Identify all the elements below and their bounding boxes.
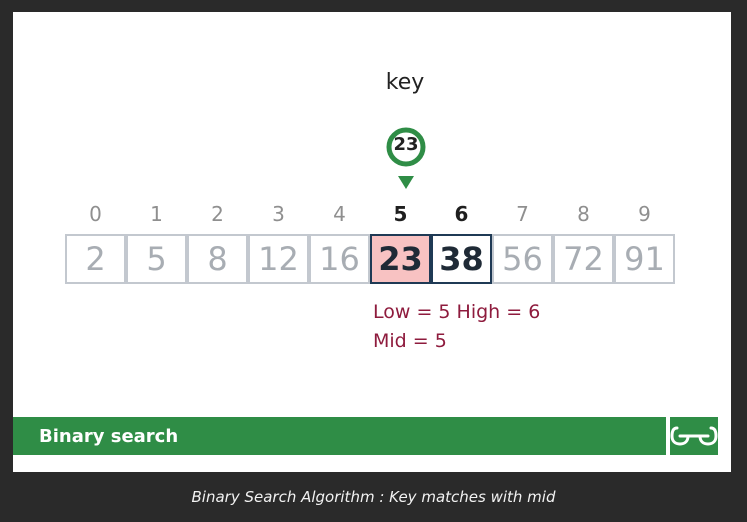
array-cell-0: 2 bbox=[65, 234, 126, 284]
array-row: 2 5 8 12 16 23 38 56 72 91 bbox=[65, 234, 680, 284]
key-pin-icon bbox=[386, 127, 426, 189]
low-high-status: Low = 5 High = 6 bbox=[373, 301, 541, 323]
array-index-6: 6 bbox=[454, 202, 469, 226]
array-cell-5: 23 bbox=[370, 234, 431, 284]
array-cell-8: 72 bbox=[553, 234, 614, 284]
array-cell-3: 12 bbox=[248, 234, 309, 284]
array-index-0: 0 bbox=[89, 202, 102, 226]
footer-title: Binary search bbox=[39, 425, 179, 447]
key-value: 23 bbox=[393, 134, 419, 155]
array-cell-6: 38 bbox=[431, 234, 492, 284]
array-index-1: 1 bbox=[150, 202, 163, 226]
array-index-9: 9 bbox=[638, 202, 651, 226]
array-index-3: 3 bbox=[272, 202, 285, 226]
array-cell-2: 8 bbox=[187, 234, 248, 284]
array-index-5: 5 bbox=[393, 202, 408, 226]
pointer-status: Low = 5 High = 6 Mid = 5 bbox=[373, 298, 540, 356]
array-index-2: 2 bbox=[211, 202, 224, 226]
key-label: key bbox=[385, 70, 425, 95]
array-index-7: 7 bbox=[516, 202, 529, 226]
index-row: 0 1 2 3 4 5 6 7 8 9 bbox=[65, 202, 685, 230]
array-cell-7: 56 bbox=[492, 234, 553, 284]
figure-caption: Binary Search Algorithm : Key matches wi… bbox=[191, 488, 556, 506]
array-index-4: 4 bbox=[333, 202, 346, 226]
footer-bar: Binary search bbox=[13, 417, 666, 455]
top-frame bbox=[0, 0, 747, 12]
mid-status: Mid = 5 bbox=[373, 330, 447, 352]
array-cell-1: 5 bbox=[126, 234, 187, 284]
array-cell-9: 91 bbox=[614, 234, 675, 284]
array-cell-4: 16 bbox=[309, 234, 370, 284]
array-index-8: 8 bbox=[577, 202, 590, 226]
geeksforgeeks-logo-icon bbox=[670, 417, 718, 455]
